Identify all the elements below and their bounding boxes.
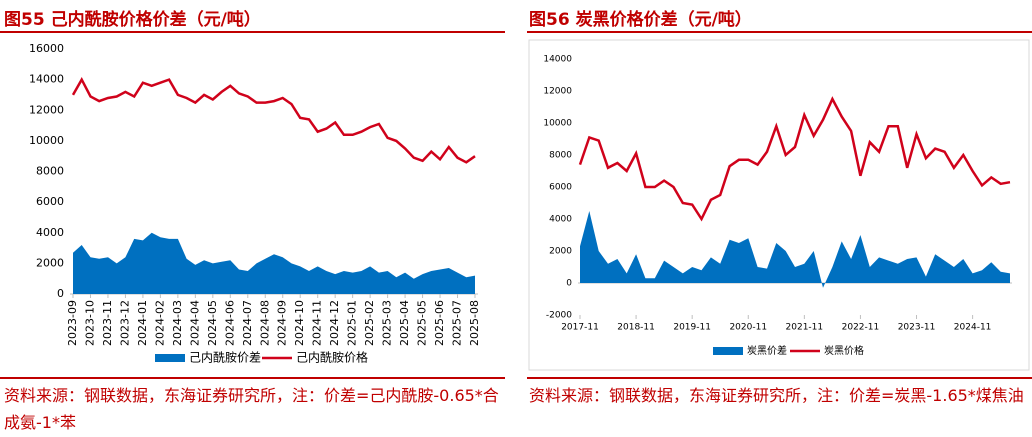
y-tick-label: 2000 [36, 256, 64, 269]
x-tick-label: 2025-06 [433, 300, 446, 346]
area [73, 232, 475, 294]
x-tick-label: 2025-05 [416, 300, 429, 346]
x-tick-label: 2024-08 [258, 300, 271, 346]
x-tick-label: 2024-12 [328, 300, 341, 346]
y-tick-label: 14000 [543, 55, 572, 65]
x-tick-label: 2017-11 [561, 323, 599, 333]
chart-title: 图56 炭黑价格价差（元/吨） [529, 10, 752, 30]
y-tick-label: 14000 [29, 73, 64, 86]
legend-label: 己内酰胺价差 [189, 351, 261, 365]
x-tick-label: 2024-09 [276, 300, 289, 346]
legend-label: 炭黑价格 [824, 344, 864, 357]
y-tick-label: 6000 [549, 183, 572, 193]
source-rule [527, 377, 1032, 379]
x-tick-label: 2024-04 [188, 300, 201, 346]
x-tick-label: 2024-01 [136, 300, 149, 346]
y-tick-label: 12000 [543, 87, 572, 97]
legend-label: 炭黑价差 [747, 344, 787, 357]
y-tick-label: 0 [57, 287, 64, 300]
x-tick-label: 2024-10 [293, 300, 306, 346]
x-tick-label: 2023-11 [898, 323, 936, 333]
y-tick-label: 10000 [29, 134, 64, 147]
line [71, 76, 476, 164]
y-tick-label: 6000 [36, 195, 64, 208]
x-tick-label: 2025-07 [451, 300, 464, 346]
x-tick-label: 2022-11 [842, 323, 880, 333]
x-tick-label: 2024-06 [223, 300, 236, 346]
title-rule [527, 31, 1032, 33]
x-tick-label: 2023-10 [83, 300, 96, 346]
legend-label: 己内酰胺价格 [296, 350, 368, 365]
x-tick-label: 2024-11 [954, 323, 992, 333]
x-tick-label: 2025-08 [468, 300, 481, 346]
x-tick-label: 2025-04 [398, 300, 411, 346]
y-tick-label: 8000 [549, 151, 572, 161]
x-tick-label: 2025-03 [381, 300, 394, 346]
legend-swatch [713, 347, 743, 355]
chart-title: 图55 己内酰胺价格价差（元/吨） [4, 10, 261, 30]
x-tick-label: 2024-11 [311, 300, 324, 346]
x-tick-label: 2024-02 [153, 300, 166, 346]
y-tick-label: 16000 [29, 42, 64, 55]
x-tick-label: 2024-07 [241, 300, 254, 346]
x-tick-label: 2024-05 [206, 300, 219, 346]
line [578, 96, 1011, 222]
y-tick-label: -2000 [546, 311, 572, 321]
x-tick-label: 2023-11 [101, 300, 114, 346]
legend-swatch [155, 354, 185, 362]
x-tick-label: 2023-09 [66, 300, 79, 346]
x-tick-label: 2020-11 [729, 323, 767, 333]
source-note: 资料来源：钢联数据，东海证券研究所，注：价差=己内酰胺-0.65*合成氨-1*苯 [4, 386, 499, 432]
y-tick-label: 2000 [549, 247, 572, 257]
source-note: 资料来源：钢联数据，东海证券研究所，注：价差=炭黑-1.65*煤焦油 [529, 386, 1024, 405]
plot-frame [528, 39, 1030, 371]
y-tick-label: 0 [566, 279, 572, 289]
x-tick-label: 2024-03 [171, 300, 184, 346]
area [580, 211, 1010, 288]
y-tick-label: 4000 [36, 226, 64, 239]
x-tick-label: 2021-11 [786, 323, 824, 333]
x-tick-label: 2023-12 [118, 300, 131, 346]
source-rule [0, 377, 505, 379]
x-tick-label: 2018-11 [617, 323, 655, 333]
x-tick-label: 2025-02 [363, 300, 376, 346]
title-rule [0, 31, 505, 33]
y-tick-label: 10000 [543, 119, 572, 129]
y-tick-label: 4000 [549, 215, 572, 225]
x-tick-label: 2025-01 [346, 300, 359, 346]
x-tick-label: 2019-11 [673, 323, 711, 333]
charts: 0 2000 4000 6000 8000 10000 12000 14000 16000 202… [29, 39, 1030, 371]
y-tick-label: 12000 [29, 103, 64, 116]
y-tick-label: 8000 [36, 165, 64, 178]
